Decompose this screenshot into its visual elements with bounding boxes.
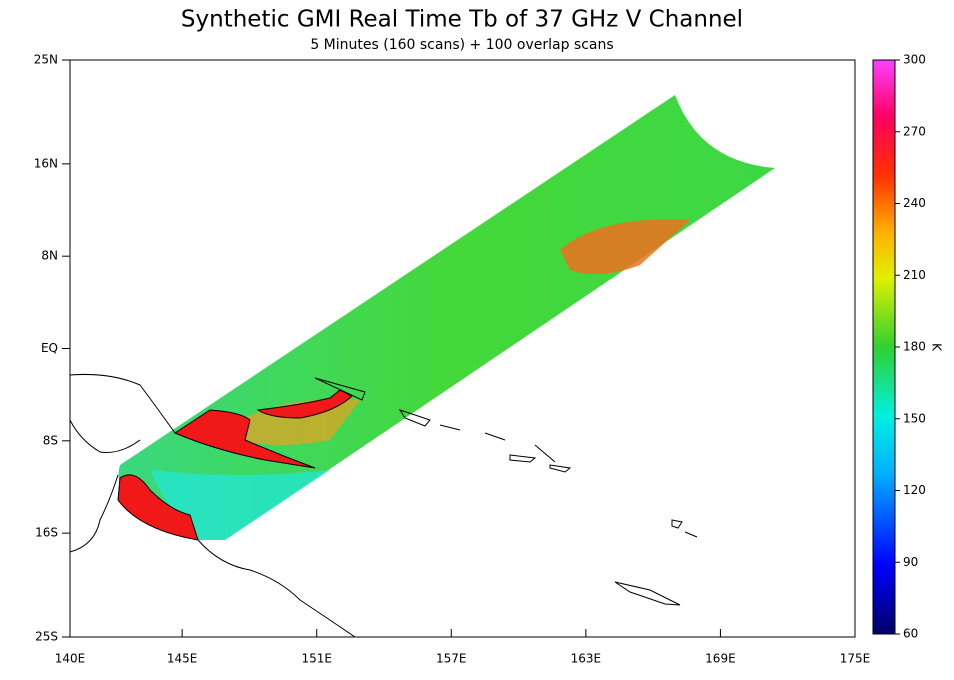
x-tick-label: 145E (167, 652, 198, 666)
map-area (70, 95, 775, 637)
colorbar-tick-label: 150 (903, 411, 926, 425)
x-tick-label: 157E (436, 652, 467, 666)
land-hot (173, 409, 316, 469)
swath-warm (560, 219, 690, 274)
colorbar-tick-label: 210 (903, 268, 926, 282)
title: Synthetic GMI Real Time Tb of 37 GHz V C… (181, 7, 743, 33)
coastlines (70, 373, 698, 637)
land-hot (117, 474, 199, 541)
colorbar-tick-label: 300 (903, 53, 926, 67)
colorbar-unit: K (930, 343, 944, 352)
x-tick-label: 169E (705, 652, 736, 666)
colorbar-tick-label: 90 (903, 555, 918, 569)
y-tick-label: 8S (43, 433, 58, 447)
x-tick-label: 140E (55, 652, 86, 666)
colorbar-tick-label: 270 (903, 124, 926, 138)
y-tick-label: 25N (34, 53, 58, 67)
colorbar-tick-label: 60 (903, 627, 918, 641)
y-tick-label: 25S (35, 630, 58, 644)
x-tick-label: 151E (301, 652, 332, 666)
swath-cool (150, 470, 330, 540)
x-tick-label: 175E (840, 652, 871, 666)
y-tick-label: 8N (41, 249, 58, 263)
y-tick-label: EQ (41, 341, 58, 355)
colorbar-tick-label: 120 (903, 483, 926, 497)
y-tick-label: 16N (34, 156, 58, 170)
land-hot (256, 389, 353, 419)
y-tick-label: 16S (35, 526, 58, 540)
colorbar-tick-label: 180 (903, 340, 926, 354)
subtitle: 5 Minutes (160 scans) + 100 overlap scan… (310, 37, 613, 53)
swath (118, 95, 775, 540)
colorbar (872, 59, 896, 635)
colorbar-tick-label: 240 (903, 196, 926, 210)
x-tick-label: 163E (571, 652, 602, 666)
